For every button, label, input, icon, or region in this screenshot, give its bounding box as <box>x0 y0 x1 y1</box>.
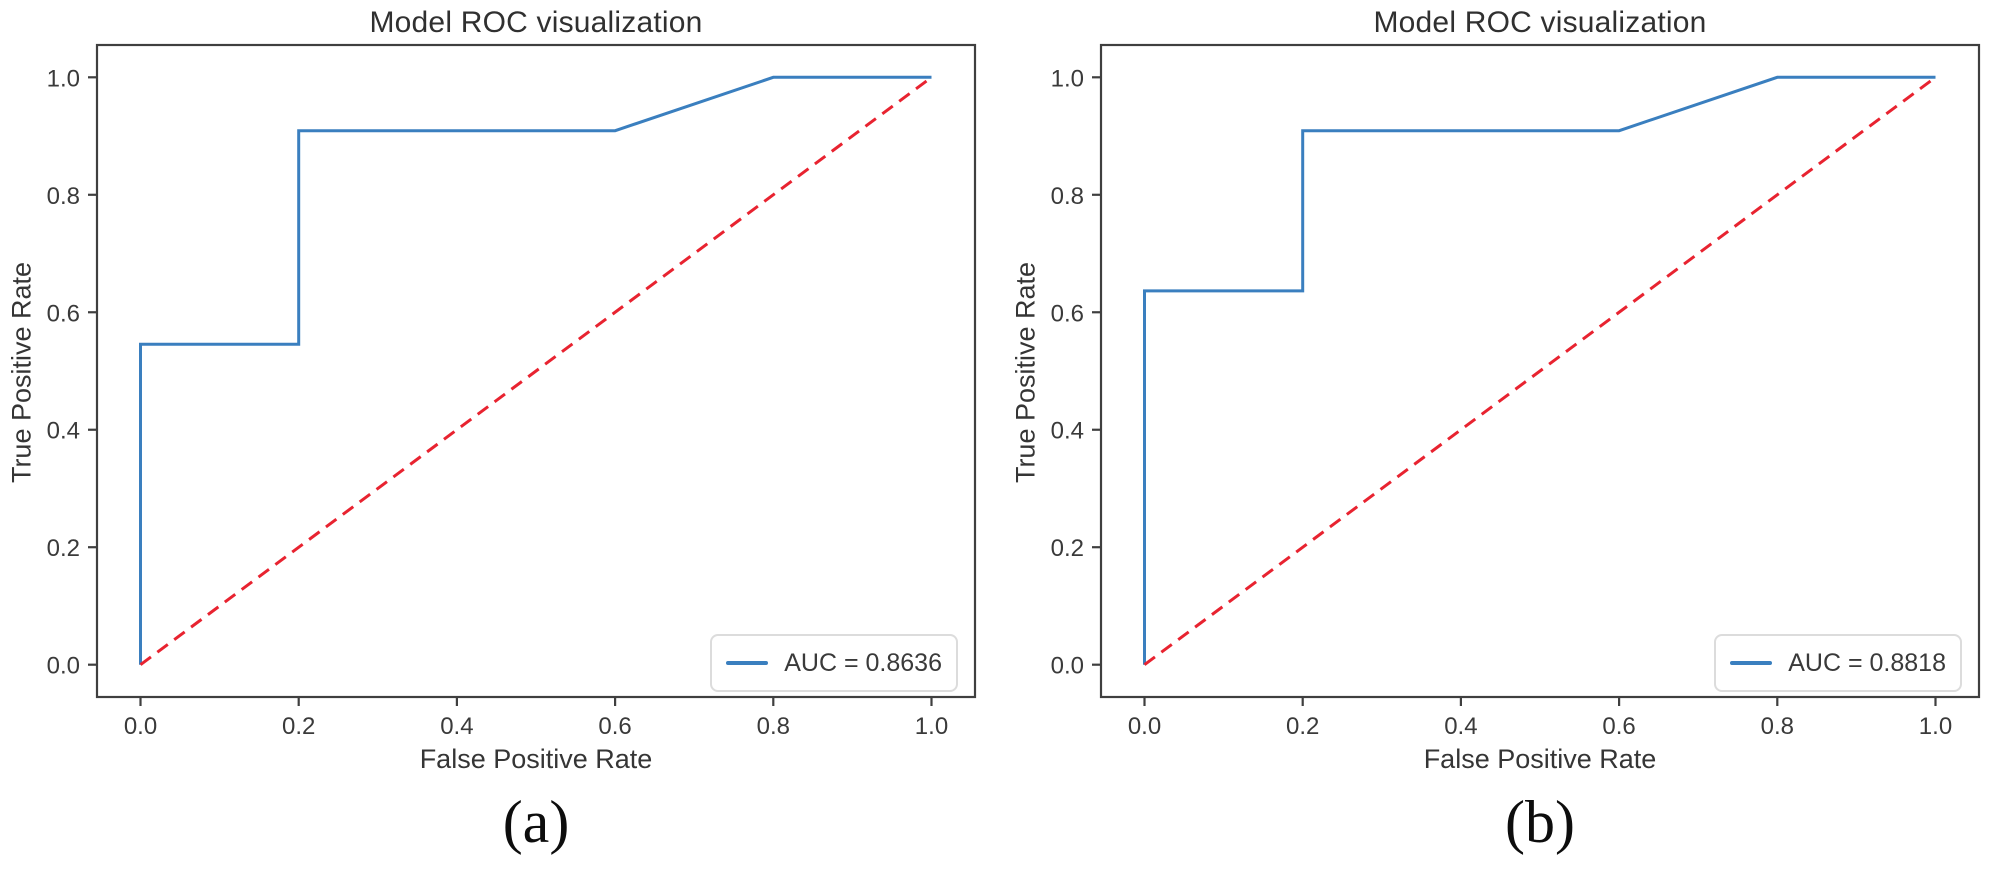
chance-diagonal <box>1143 76 1937 666</box>
chance-diagonal <box>139 76 933 666</box>
y-tick-label: 1.0 <box>47 65 80 92</box>
axes-frame <box>1099 43 1981 699</box>
y-tick-label: 0.4 <box>1051 418 1084 445</box>
y-tick-label: 0.2 <box>1051 535 1084 562</box>
x-tick-label: 0.4 <box>1444 713 1477 740</box>
roc-plot-b: 0.0 0.2 0.4 0.6 0.8 1.0 0.0 0.2 0.4 0.6 0.8 1.0 <box>1051 43 1981 740</box>
legend-label: AUC = 0.8818 <box>1788 648 1946 677</box>
x-tick-label: 0.0 <box>1128 713 1161 740</box>
y-tick-label: 0.0 <box>47 653 80 680</box>
chart-title: Model ROC visualization <box>1373 6 1707 39</box>
panel-caption-b: (b) <box>1505 789 1575 855</box>
roc-curve <box>1143 75 1936 665</box>
x-tick-label: 0.8 <box>1761 713 1794 740</box>
x-tick-label: 0.2 <box>1286 713 1319 740</box>
legend-box: AUC = 0.8818 <box>1714 634 1962 692</box>
y-axis-label: True Positive Rate <box>6 261 37 484</box>
x-tick-label: 1.0 <box>915 713 948 740</box>
roc-plot-a: 0.0 0.2 0.4 0.6 0.8 1.0 0.0 0.2 0.4 0.6 0.8 1.0 <box>47 43 977 740</box>
y-tick-label: 0.6 <box>1051 300 1084 327</box>
legend-box: AUC = 0.8636 <box>710 634 958 692</box>
figure-panel-b: Model ROC visualization 0.0 0.2 0.4 0.6 0.8 1… <box>1004 0 2008 876</box>
axes-frame <box>95 43 977 699</box>
y-tick-label: 0.2 <box>47 535 80 562</box>
x-tick-label: 0.0 <box>124 713 157 740</box>
y-tick-label: 0.4 <box>47 418 80 445</box>
x-tick-label: 0.6 <box>1602 713 1635 740</box>
y-tick-label: 1.0 <box>1051 65 1084 92</box>
x-tick-label: 1.0 <box>1919 713 1952 740</box>
y-tick-label: 0.8 <box>47 183 80 210</box>
y-tick-label: 0.0 <box>1051 653 1084 680</box>
panel-caption-a: (a) <box>502 789 570 855</box>
legend-line-sample <box>1730 661 1773 665</box>
legend-label: AUC = 0.8636 <box>784 648 942 677</box>
roc-curve <box>139 75 932 665</box>
x-axis-label: False Positive Rate <box>1423 744 1657 774</box>
x-tick-label: 0.8 <box>757 713 790 740</box>
chart-title: Model ROC visualization <box>369 6 703 39</box>
legend-line-sample <box>726 661 769 665</box>
x-tick-label: 0.2 <box>282 713 315 740</box>
x-tick-label: 0.6 <box>598 713 631 740</box>
x-tick-label: 0.4 <box>440 713 473 740</box>
x-axis-label: False Positive Rate <box>419 744 653 774</box>
y-tick-label: 0.6 <box>47 300 80 327</box>
figure-panel-a: Model ROC visualization 0.0 0.2 0.4 0.6 0.8 1… <box>6 6 977 855</box>
y-axis-label: True Positive Rate <box>1010 261 1041 484</box>
y-tick-label: 0.8 <box>1051 183 1084 210</box>
